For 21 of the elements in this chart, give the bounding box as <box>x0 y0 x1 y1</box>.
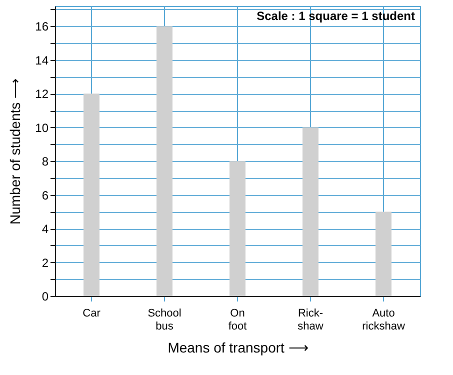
bar <box>156 26 172 296</box>
x-tick-label: Car <box>82 308 101 320</box>
y-tick-label: 0 <box>42 290 49 304</box>
x-tick-label: School bus <box>148 308 182 332</box>
bar <box>84 94 100 296</box>
y-axis-title: Number of students ⟶ <box>7 78 24 225</box>
x-tick-label: Rick-shaw <box>298 308 324 332</box>
y-tick-label: 10 <box>35 120 49 135</box>
y-tick-label: 6 <box>42 188 49 202</box>
bar <box>376 212 392 296</box>
x-axis-title: Means of transport ⟶ <box>168 340 308 356</box>
bar <box>302 127 318 296</box>
y-tick-label: 14 <box>35 53 49 68</box>
x-tick-label: Auto rickshaw <box>362 308 405 332</box>
y-tick-label: 8 <box>42 154 49 169</box>
bar <box>230 161 246 296</box>
y-tick-label: 2 <box>42 256 49 270</box>
y-tick-label: 16 <box>35 20 49 34</box>
x-tick-label: On foot <box>228 308 247 332</box>
y-tick-label: 4 <box>42 222 49 236</box>
y-tick-label: 12 <box>35 87 49 102</box>
